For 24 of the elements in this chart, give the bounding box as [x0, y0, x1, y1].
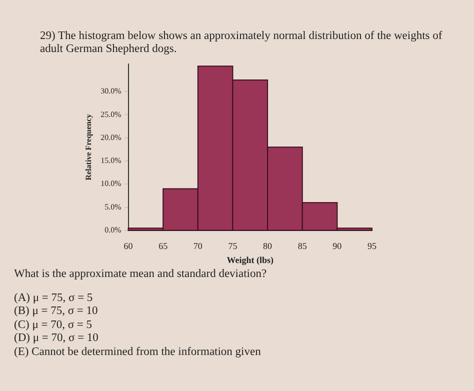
- y-axis-title: Relative Frequency: [84, 114, 93, 180]
- chart-title: 29) The histogram below shows an approximately normal distribution of the weights of adult German Shepherd dogs.: [40, 30, 444, 56]
- x-tick-label: 95: [368, 241, 377, 252]
- x-tick-label: 75: [228, 241, 238, 252]
- text: (C) μ = 70, σ = 5: [14, 318, 94, 332]
- x-tick-label: 65: [158, 241, 168, 252]
- x-tick-label: 60: [124, 241, 134, 252]
- y-tick-label: 25.0%: [100, 110, 122, 119]
- y-tick-label: 10.0%: [100, 179, 122, 188]
- text: (B) μ = 75, σ = 10: [14, 305, 99, 318]
- x-tick-label: 90: [332, 241, 342, 252]
- y-tick-label: 20.0%: [100, 132, 122, 142]
- x-tick-label: 80: [263, 241, 273, 252]
- x-tick-label: 85: [298, 241, 308, 252]
- y-tick-label: 15.0%: [100, 156, 122, 166]
- x-tick-label: 70: [193, 241, 203, 252]
- text: (D) μ = 70, σ = 10: [14, 332, 100, 346]
- text: (A) μ = 75, σ = 5: [14, 292, 94, 305]
- x-axis-title: Weight (lbs): [226, 254, 274, 265]
- text: (E) Cannot be determined from the information given: [14, 346, 262, 359]
- text: What is the approximate mean and standard deviation?: [14, 268, 267, 282]
- y-tick-label: 5.0%: [104, 202, 122, 212]
- y-tick-label: 30.0%: [100, 86, 122, 96]
- y-tick-label: 0.0%: [104, 225, 122, 234]
